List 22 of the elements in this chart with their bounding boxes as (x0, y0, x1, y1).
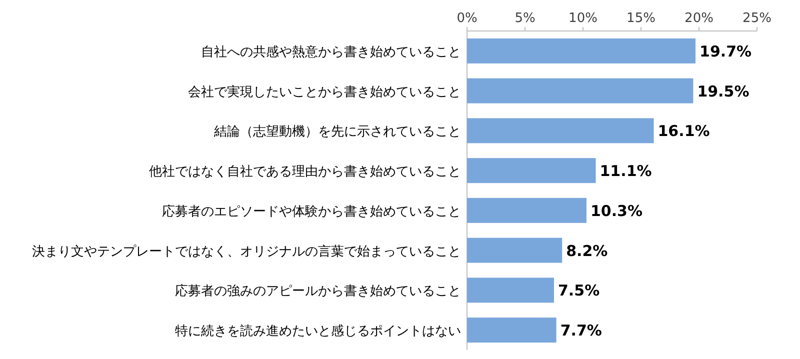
y-tick-label: 特に続きを読み進めたいと感じるポイントはない (175, 324, 461, 340)
x-tick-label: 0% (456, 11, 478, 26)
data-label: 7.7% (560, 322, 602, 340)
data-label: 16.1% (658, 122, 710, 140)
x-tick-label: 20% (684, 11, 714, 26)
data-label: 19.7% (700, 42, 752, 60)
y-tick-label: 会社で実現したいことから書き始めていること (188, 84, 461, 100)
data-label: 11.1% (600, 162, 652, 180)
y-tick-label: 他社ではなく自社である理由から書き始めていること (149, 164, 461, 180)
x-tick-label: 25% (742, 11, 772, 26)
x-tick-label: 10% (568, 11, 598, 26)
data-label: 8.2% (566, 242, 608, 260)
data-label: 7.5% (558, 282, 600, 300)
data-label: 19.5% (697, 82, 750, 100)
y-tick-label: 自社への共感や熱意から書き始めていること (201, 44, 461, 60)
y-tick-label: 応募者のエピソードや体験から書き始めていること (162, 203, 461, 220)
y-tick-label: 結論（志望動機）を先に示されていること (213, 124, 461, 140)
y-tick-label: 応募者の強みのアピールから書き始めていること (175, 283, 461, 300)
data-label: 10.3% (590, 202, 643, 220)
x-tick-label: 5% (514, 11, 536, 26)
x-tick-label: 15% (626, 11, 656, 26)
y-tick-label: 決まり文やテンプレートではなく、オリジナルの言葉で始まっていること (32, 243, 461, 260)
